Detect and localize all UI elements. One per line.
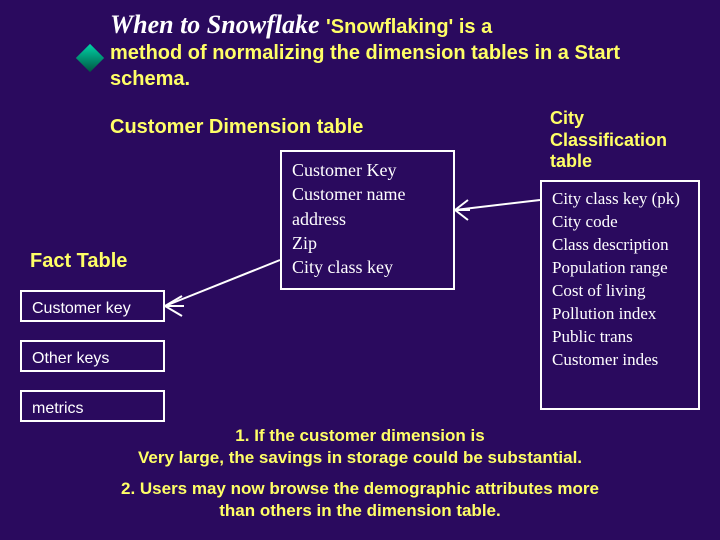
city-class-label: CityClassificationtable <box>550 108 667 173</box>
bullet-diamond-icon <box>76 44 104 72</box>
title-area: When to Snowflake 'Snowflaking' is a met… <box>110 10 700 92</box>
fact-other-keys-box: Other keys <box>20 340 165 372</box>
fact-metrics-box: metrics <box>20 390 165 422</box>
footer-note-1: 1. If the customer dimension isVery larg… <box>0 425 720 469</box>
fact-table-label: Fact Table <box>30 250 127 273</box>
customer-dim-label: Customer Dimension table <box>110 116 363 139</box>
city-classification-box: City class key (pk)City codeClass descri… <box>540 180 700 410</box>
title-main: When to Snowflake <box>110 10 320 39</box>
title-line2: method of normalizing the dimension tabl… <box>110 40 700 92</box>
title-sub-inline: 'Snowflaking' is a <box>326 16 492 38</box>
customer-dimension-box: Customer KeyCustomer nameaddressZipCity … <box>280 150 455 290</box>
footer-note-2: 2. Users may now browse the demographic … <box>0 478 720 522</box>
slide-title: When to Snowflake 'Snowflaking' is a <box>110 10 700 40</box>
fact-customer-key-box: Customer key <box>20 290 165 322</box>
